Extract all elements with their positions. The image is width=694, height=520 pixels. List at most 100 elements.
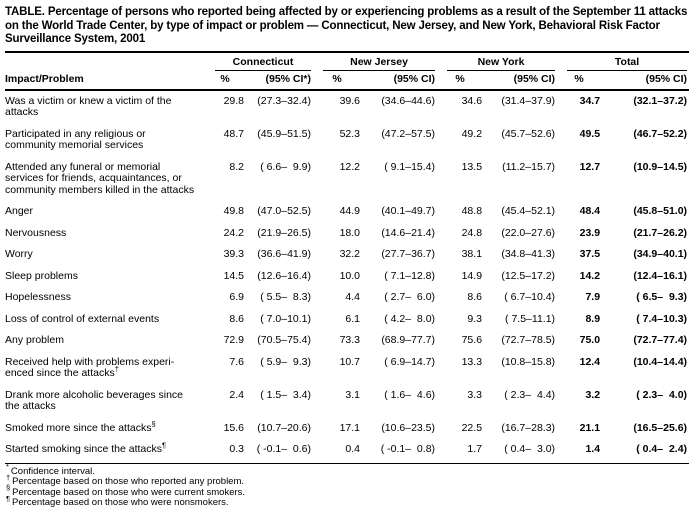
cell-nj-ci: ( 2.7– 6.0) <box>384 291 436 303</box>
group-header-new-jersey: New Jersey <box>313 52 437 71</box>
cell-ct-ci: ( 6.6– 9.9) <box>260 160 312 173</box>
cell-total-pct: 34.7 <box>579 94 601 107</box>
cell-total-ci: ( 0.4– 2.4) <box>605 443 690 464</box>
cell-label: Loss of control of external events <box>5 312 205 336</box>
cell-total-pct: 48.4 <box>579 205 601 217</box>
cell-ct-pct: 2.4 <box>229 388 244 401</box>
cell-ct-ci: (21.9–26.5) <box>257 226 312 239</box>
cell-nj-pct: 32.2 <box>339 248 361 260</box>
table-row: Any problem 72.9 (70.5–75.4) 73.3 (68.9–… <box>5 334 689 357</box>
cell-ct-pct: 24.2 <box>223 226 244 239</box>
row-label-text: Drank more alcoholic beverages since the… <box>5 388 184 412</box>
cell-ny-ci: (16.7–28.3) <box>501 421 556 434</box>
footnote-text: Confidence interval. <box>10 465 95 477</box>
cell-total-pct: 12.7 <box>579 160 601 173</box>
cell-total-ci: (10.9–14.5) <box>633 160 688 173</box>
row-label-text: Anger <box>5 205 34 217</box>
cell-nj-ci: ( -0.1– 0.8) <box>365 443 438 464</box>
cell-ct-pct: 15.6 <box>223 421 244 434</box>
cell-nj-pct: 52.3 <box>339 127 361 140</box>
table-title: TABLE. Percentage of persons who reporte… <box>5 6 688 45</box>
cell-label: Worry <box>5 248 205 271</box>
table-row: Started smoking since the attacks¶ 0.3 (… <box>5 441 690 464</box>
cell-ct-pct: 39.3 <box>223 248 244 260</box>
ct-pct-header: % <box>205 70 249 91</box>
cell-ct-pct: 49.8 <box>223 205 244 217</box>
footnote-marker: § <box>151 419 156 428</box>
cell-ny-pct: 22.5 <box>461 421 483 434</box>
cell-ct-ci: (27.3–32.4) <box>257 94 312 107</box>
table-row: Sleep problems 14.5 (12.6–16.4) 10.0 ( 7… <box>5 269 689 293</box>
cell-ct-ci: ( 5.5– 8.3) <box>260 291 312 303</box>
cell-nj-pct: 10.7 <box>339 355 361 368</box>
footnote: † Percentage based on those who reported … <box>6 474 689 488</box>
cell-total-pct: 37.5 <box>579 248 601 260</box>
cell-total-ci: ( 2.3– 4.0) <box>636 388 688 401</box>
row-label-text: Received help with problems experi­enced… <box>5 355 175 379</box>
impact-problem-header: Impact/Problem <box>5 70 205 91</box>
table-row: Participated in any religious or communi… <box>5 127 689 162</box>
cell-ny-pct: 8.6 <box>467 291 483 303</box>
cell-total-ci: (21.7–26.2) <box>633 226 688 239</box>
cell-nj-ci: (14.6–21.4) <box>381 226 436 239</box>
cell-ny-pct: 48.8 <box>461 205 483 217</box>
cell-ct-ci: ( 5.9– 9.3) <box>260 355 312 368</box>
cell-ct-pct: 48.7 <box>223 127 244 140</box>
cell-label: Was a victim or knew a victim of the att… <box>5 90 205 129</box>
footnote-text: Percentage based on those who were nonsm… <box>12 497 229 508</box>
cell-nj-ci: ( 4.2– 8.0) <box>384 312 436 325</box>
cell-nj-ci: ( 6.9–14.7) <box>384 355 436 368</box>
cell-ny-ci: ( 6.7–10.4) <box>504 291 556 303</box>
cell-label: Attended any funeral or memorial service… <box>5 161 205 207</box>
column-group-header-row: Connecticut New Jersey New York Total <box>5 52 689 71</box>
cell-label: Hopelessness <box>5 291 205 314</box>
corner-cell <box>5 52 205 71</box>
cell-total-pct: 14.2 <box>579 269 601 282</box>
cell-ct-ci: (12.6–16.4) <box>257 269 312 282</box>
table-row: Was a victim or knew a victim of the att… <box>5 90 689 129</box>
cell-ct-pct: 8.2 <box>229 160 244 173</box>
cell-total-pct: 23.9 <box>579 226 601 239</box>
cell-nj-pct: 0.4 <box>313 443 366 464</box>
footnote-text: Percentage based on those who reported a… <box>12 476 245 487</box>
cell-total-ci: (32.1–37.2) <box>633 94 688 107</box>
group-label: New Jersey <box>323 56 436 71</box>
cell-ct-ci: (70.5–75.4) <box>257 334 312 346</box>
cell-ny-pct: 1.7 <box>437 443 488 464</box>
cell-ny-ci: (34.8–41.3) <box>501 248 556 260</box>
footnote: ¶ Percentage based on those who were nons… <box>6 495 689 509</box>
cell-total-ci: ( 7.4–10.3) <box>636 312 688 325</box>
cell-label: Received help with problems experi­enced… <box>5 355 205 390</box>
cell-ct-ci: ( 7.0–10.1) <box>260 312 312 325</box>
cell-ct-pct: 14.5 <box>223 269 244 282</box>
cell-ct-ci: ( 1.5– 3.4) <box>260 388 312 401</box>
row-label-text: Loss of control of external events <box>5 312 160 325</box>
cell-nj-pct: 39.6 <box>339 94 361 107</box>
cell-ny-pct: 13.3 <box>461 355 483 368</box>
footnote-marker: † <box>114 364 119 374</box>
cell-nj-ci: (47.2–57.5) <box>381 127 436 140</box>
cell-ct-pct: 7.6 <box>229 355 244 368</box>
cell-ny-pct: 13.5 <box>461 160 483 173</box>
cell-label: Sleep problems <box>5 270 205 293</box>
cell-nj-pct: 17.1 <box>339 421 361 434</box>
cell-nj-pct: 12.2 <box>339 160 361 173</box>
cell-label: Participated in any religious or communi… <box>5 128 205 162</box>
total-pct-header: % <box>557 70 606 91</box>
cell-nj-pct: 10.0 <box>339 269 361 282</box>
cell-ny-ci: ( 2.3– 4.4) <box>504 388 556 401</box>
cell-total-ci: (72.7–77.4) <box>633 334 688 346</box>
total-ci-header: (95% CI) <box>605 70 690 91</box>
cell-ny-ci: (45.7–52.6) <box>501 127 556 140</box>
cell-nj-ci: (34.6–44.6) <box>381 94 436 107</box>
cell-ct-ci: (36.6–41.9) <box>257 248 312 260</box>
table-head: Connecticut New Jersey New York Total Im… <box>5 52 690 91</box>
table-row: Received help with problems experi­enced… <box>5 355 689 390</box>
cell-ny-pct: 3.3 <box>467 388 483 401</box>
cell-total-ci: (45.8–51.0) <box>633 205 688 217</box>
cell-nj-pct: 18.0 <box>339 226 361 239</box>
cell-nj-ci: ( 9.1–15.4) <box>384 160 436 173</box>
footnote-symbol: * <box>6 462 9 472</box>
footnote-symbol: ¶ <box>6 493 11 503</box>
